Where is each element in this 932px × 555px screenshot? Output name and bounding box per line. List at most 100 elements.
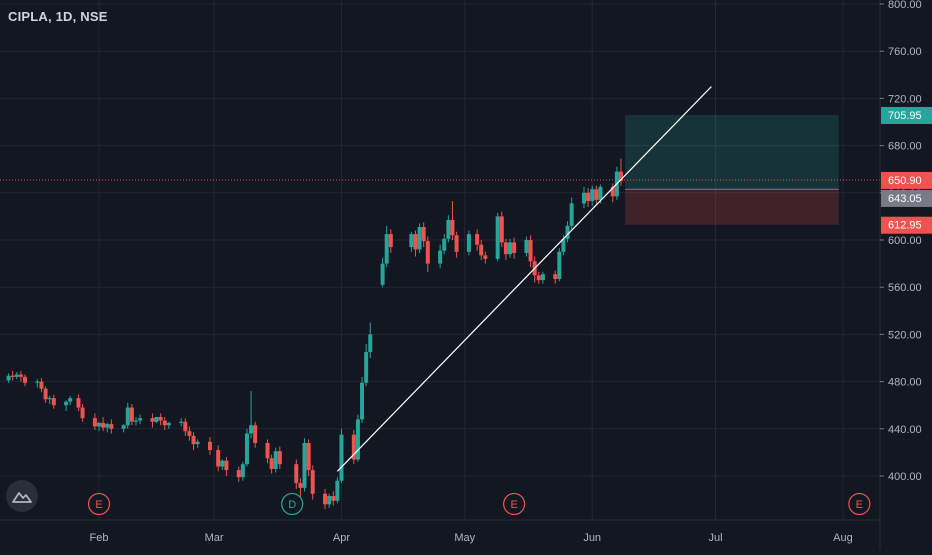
candle-body-down xyxy=(310,470,315,494)
candle-body-down xyxy=(586,192,591,202)
candle-body-up xyxy=(524,240,529,253)
time-axis[interactable]: Feb Mar Apr May Jun Jul Aug xyxy=(0,519,880,544)
candle-body-down xyxy=(109,424,114,429)
candle-body-up xyxy=(565,225,570,239)
price-tick-label: 480.00 xyxy=(888,377,922,389)
candle-body-down xyxy=(43,388,48,400)
candle-body-down xyxy=(413,234,418,250)
candle-body-down xyxy=(594,189,599,200)
candle-body-up xyxy=(14,374,19,377)
earnings-marker[interactable] xyxy=(848,492,871,516)
price-tick-label: 720.00 xyxy=(888,93,922,105)
candle-body-down xyxy=(216,450,221,467)
candle-body-down xyxy=(150,418,155,422)
candle-body-down xyxy=(18,374,23,377)
position-zones xyxy=(625,114,839,225)
candle-body-down xyxy=(499,216,504,243)
price-badge-label: 612.95 xyxy=(888,220,922,232)
candle-body-up xyxy=(590,189,595,202)
candle-body-up xyxy=(179,421,184,423)
candle-body-up xyxy=(220,460,225,467)
price-tick-label: 600.00 xyxy=(888,235,922,247)
candle-body-down xyxy=(528,240,533,262)
candle-body-down xyxy=(253,425,258,443)
candle-body-up xyxy=(409,234,414,248)
candle-body-down xyxy=(618,171,623,181)
candle-body-up xyxy=(327,496,332,505)
price-badge-last[interactable] xyxy=(881,171,932,189)
tradingview-logo[interactable] xyxy=(6,480,38,512)
candle-body-down xyxy=(236,470,241,478)
candle-body-up xyxy=(581,192,586,204)
candle-body-up xyxy=(240,464,245,478)
candle-body-down xyxy=(351,434,356,460)
price-tick-label: 440.00 xyxy=(888,424,922,436)
candle-body-up xyxy=(97,422,101,427)
candle-body-up xyxy=(360,382,365,420)
candle-body-down xyxy=(10,375,15,377)
candle-body-down xyxy=(536,275,541,281)
event-marker-label: E xyxy=(856,499,863,511)
stop-zone xyxy=(625,189,839,225)
price-badge-stop[interactable] xyxy=(881,216,932,234)
price-badge-label: 705.95 xyxy=(888,110,922,122)
time-tick-label: Aug xyxy=(833,532,853,544)
candle-body-up xyxy=(442,238,447,251)
price-badge-label: 643.05 xyxy=(888,193,922,205)
trendline-line[interactable] xyxy=(336,86,712,472)
candle-body-down xyxy=(39,381,44,389)
candle-body-up xyxy=(195,441,200,445)
candle-body-up xyxy=(154,417,159,422)
candle-body-up xyxy=(273,451,278,469)
dividend-marker[interactable] xyxy=(281,492,304,516)
candle-body-down xyxy=(323,493,328,505)
candle-body-down xyxy=(51,398,56,406)
candle-body-up xyxy=(339,434,344,481)
candle-body-up xyxy=(166,422,171,426)
trendline[interactable] xyxy=(336,86,712,472)
price-badge-entry[interactable] xyxy=(881,189,932,207)
candle-body-down xyxy=(76,398,81,408)
candle-body-down xyxy=(207,441,212,451)
earnings-marker[interactable] xyxy=(503,492,526,516)
candle-body-down xyxy=(512,242,517,253)
candle-body-down xyxy=(306,442,311,471)
candle-body-up xyxy=(384,234,389,264)
candle-body-up xyxy=(364,352,369,383)
price-tick-label: 760.00 xyxy=(888,46,922,58)
price-tick-label: 400.00 xyxy=(888,471,922,483)
candle-body-up xyxy=(105,424,110,428)
candle-body-down xyxy=(454,235,459,252)
candle-body-down xyxy=(331,496,336,501)
candle-body-up xyxy=(6,375,11,381)
price-tick-label: 520.00 xyxy=(888,329,922,341)
candle-body-down xyxy=(479,244,484,256)
candle-body-up xyxy=(368,334,373,353)
candle-body-up xyxy=(249,425,254,434)
candle-body-up xyxy=(35,381,40,383)
candle-body-down xyxy=(101,422,106,428)
candle-body-up xyxy=(121,425,126,429)
candle-body-up xyxy=(466,234,471,252)
candle-body-up xyxy=(68,398,73,402)
time-tick-label: Apr xyxy=(333,532,350,544)
candle-body-up xyxy=(244,433,249,465)
candle-body-up xyxy=(438,250,443,264)
candle-body-down xyxy=(183,421,188,432)
candle-body-down xyxy=(294,464,299,484)
price-badge-target[interactable] xyxy=(881,106,932,124)
candle-body-up xyxy=(561,238,566,252)
target-zone xyxy=(625,114,839,190)
time-tick-label: Jul xyxy=(708,532,722,544)
candle-body-down xyxy=(269,458,274,469)
candle-body-down xyxy=(265,442,270,459)
candle-body-down xyxy=(425,241,430,264)
symbol-title[interactable]: CIPLA, 1D, NSE xyxy=(8,9,108,24)
price-axis[interactable]: 400.00440.00480.00520.00560.00600.00640.… xyxy=(879,0,932,550)
earnings-marker[interactable] xyxy=(87,492,111,516)
candle-body-down xyxy=(421,227,426,242)
candle-body-up xyxy=(495,216,500,259)
